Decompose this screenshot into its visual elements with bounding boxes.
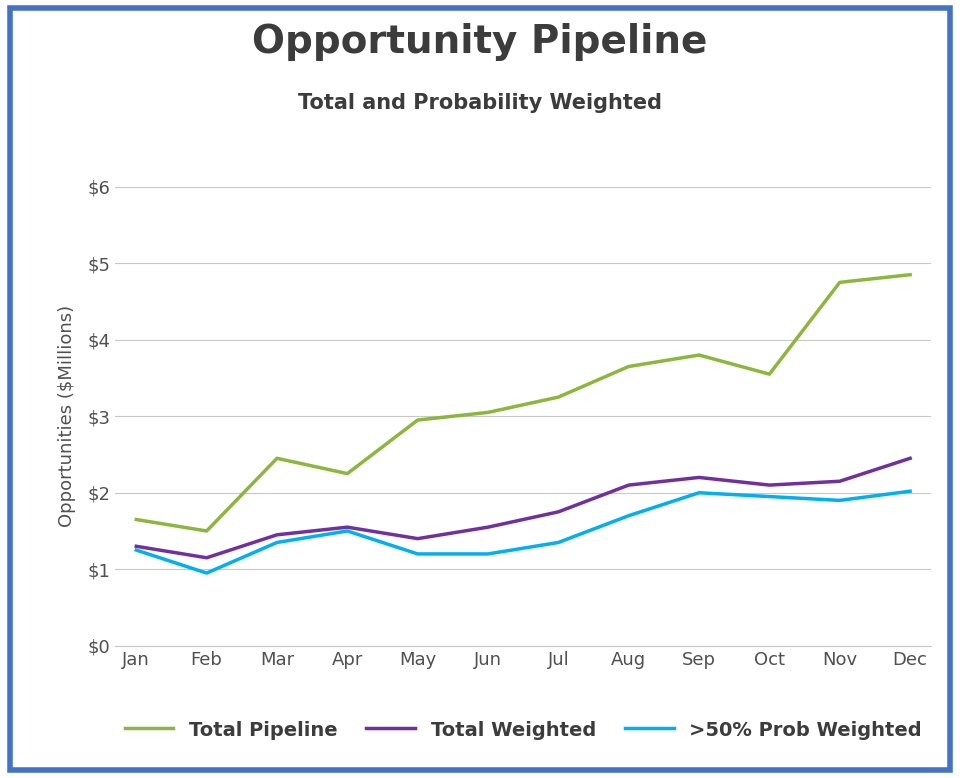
Text: Total and Probability Weighted: Total and Probability Weighted (298, 93, 662, 114)
Text: Opportunity Pipeline: Opportunity Pipeline (252, 23, 708, 61)
Y-axis label: Opportunities ($Millions): Opportunities ($Millions) (59, 305, 76, 527)
Legend: Total Pipeline, Total Weighted, >50% Prob Weighted: Total Pipeline, Total Weighted, >50% Pro… (115, 710, 931, 749)
